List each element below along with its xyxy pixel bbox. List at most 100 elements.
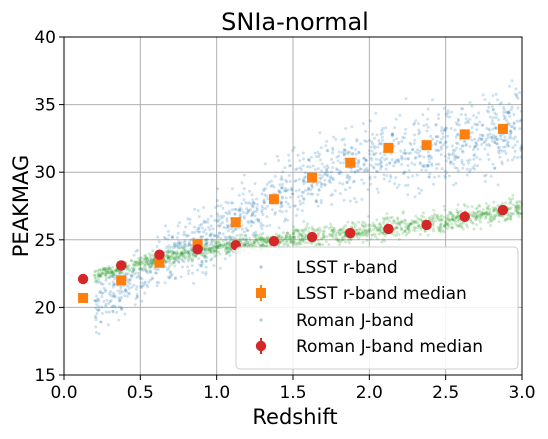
scatter-point (418, 161, 422, 165)
scatter-point (456, 117, 460, 121)
scatter-point (167, 255, 171, 259)
scatter-point (187, 251, 191, 255)
scatter-point (378, 152, 382, 156)
scatter-point (407, 168, 411, 172)
scatter-point (209, 232, 213, 236)
scatter-point (506, 140, 510, 144)
scatter-point (246, 208, 250, 212)
scatter-point (513, 206, 517, 210)
scatter-point (285, 218, 289, 222)
scatter-point (475, 143, 479, 147)
median-square-marker (345, 157, 356, 168)
scatter-point (173, 257, 177, 261)
scatter-point (197, 226, 201, 230)
scatter-point (248, 236, 252, 240)
scatter-point (127, 292, 131, 296)
scatter-point (307, 158, 311, 162)
scatter-point (252, 235, 256, 239)
scatter-point (104, 289, 108, 293)
scatter-point (207, 246, 211, 250)
scatter-point (262, 201, 266, 205)
scatter-point (361, 122, 365, 126)
scatter-point (448, 115, 452, 119)
scatter-point (477, 212, 481, 216)
scatter-point (206, 217, 210, 221)
scatter-point (412, 121, 416, 125)
scatter-point (130, 274, 134, 278)
scatter-point (320, 182, 324, 186)
scatter-point (166, 253, 170, 257)
scatter-point (237, 208, 241, 212)
scatter-point (360, 233, 364, 237)
scatter-point (356, 164, 360, 168)
scatter-point (425, 163, 429, 167)
scatter-point (233, 207, 237, 211)
scatter-point (342, 238, 346, 242)
scatter-point (191, 254, 195, 258)
scatter-point (398, 221, 402, 225)
scatter-point (480, 137, 484, 141)
scatter-point (477, 203, 481, 207)
scatter-point (417, 155, 421, 159)
scatter-point (402, 171, 406, 175)
scatter-point (390, 215, 394, 219)
scatter-point (249, 219, 253, 223)
scatter-point (96, 274, 100, 278)
scatter-point (240, 181, 244, 185)
scatter-point (371, 132, 375, 136)
scatter-point (188, 254, 192, 258)
scatter-point (138, 266, 142, 270)
scatter-point (135, 295, 139, 299)
scatter-point (292, 204, 296, 208)
scatter-point (493, 166, 497, 170)
scatter-point (497, 149, 501, 153)
scatter-point (226, 246, 230, 250)
scatter-point (247, 242, 251, 246)
scatter-point (128, 282, 132, 286)
scatter-cloud-lsst-r-band (93, 79, 524, 336)
scatter-point (125, 267, 129, 271)
scatter-point (190, 264, 194, 268)
scatter-point (131, 270, 135, 274)
scatter-point (171, 251, 175, 255)
scatter-point (514, 206, 518, 210)
scatter-point (368, 175, 372, 179)
scatter-point (342, 148, 346, 152)
scatter-point (228, 235, 232, 239)
scatter-point (96, 308, 100, 312)
scatter-point (483, 98, 487, 102)
scatter-point (350, 152, 354, 156)
scatter-point (146, 257, 150, 261)
scatter-point (409, 151, 413, 155)
scatter-point (460, 144, 464, 148)
scatter-point (405, 227, 409, 231)
scatter-point (327, 242, 331, 246)
scatter-point (280, 210, 284, 214)
scatter-point (290, 235, 294, 239)
scatter-point (216, 235, 220, 239)
scatter-point (263, 162, 267, 166)
scatter-point (442, 128, 446, 132)
scatter-point (359, 142, 363, 146)
scatter-point (95, 312, 99, 316)
scatter-point (230, 230, 234, 234)
scatter-point (339, 228, 343, 232)
scatter-point (379, 132, 383, 136)
scatter-point (460, 149, 464, 153)
scatter-point (426, 154, 430, 158)
scatter-point (110, 305, 114, 309)
scatter-point (194, 254, 198, 258)
scatter-point (438, 227, 442, 231)
scatter-point (115, 268, 119, 272)
scatter-point (241, 236, 245, 240)
scatter-point (457, 224, 461, 228)
scatter-point (406, 227, 410, 231)
scatter-point (182, 248, 186, 252)
scatter-point (367, 223, 371, 227)
scatter-point (219, 236, 223, 240)
scatter-point (94, 299, 98, 303)
x-tick-label: 1.5 (279, 383, 306, 403)
scatter-point (188, 257, 192, 261)
scatter-point (455, 166, 459, 170)
scatter-point (98, 268, 102, 272)
